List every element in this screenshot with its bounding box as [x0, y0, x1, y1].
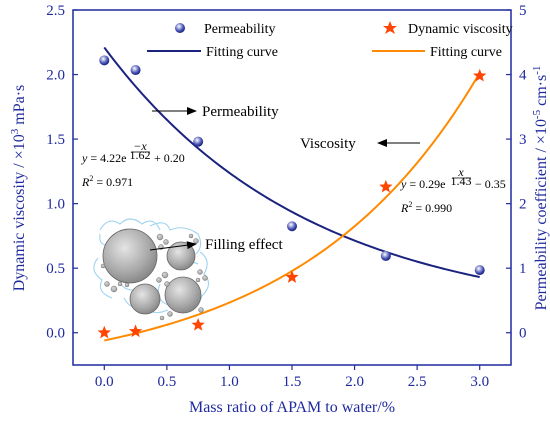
- x-tick-label: 3.0: [470, 374, 489, 390]
- permeability-point: [380, 250, 391, 261]
- y-left-tick-label: 0.0: [46, 326, 65, 342]
- y-right-tick-label: 3: [519, 132, 527, 148]
- permeability-annotation-label: Permeability: [202, 104, 279, 120]
- y-right-tick-label: 2: [519, 197, 527, 213]
- y-left-tick-label: 2.0: [46, 68, 65, 84]
- viscosity-point: [473, 68, 487, 82]
- permeability-point: [193, 136, 204, 147]
- medium-particle-2: [164, 276, 202, 314]
- x-tick-label: 1.5: [283, 374, 302, 390]
- filling-effect-label: Filling effect: [205, 237, 283, 253]
- y-right-tick-label: 4: [519, 68, 527, 84]
- permeability-point: [130, 65, 141, 76]
- viscosity-equation: y = 0.29e x 1.43 − 0.35 R2 = 0.990: [400, 165, 506, 215]
- y-left-tick-label: 1.5: [46, 132, 65, 148]
- legend-viscosity-marker: [383, 21, 397, 34]
- legend-viscosity-fit-label: Fitting curve: [430, 45, 502, 60]
- y-left-tick-label: 0.5: [46, 261, 65, 277]
- y-right-tick-label: 1: [519, 261, 527, 277]
- data-points: [97, 55, 487, 339]
- permeability-equation: y = 4.22e −x 1.62 + 0.20 R2 = 0.971: [81, 139, 185, 189]
- viscosity-equation-tail: − 0.35: [475, 177, 506, 191]
- medium-particle-3: [129, 283, 161, 315]
- y-left-axis-title: Dynamic viscosity / ×103 mPa·s: [9, 85, 28, 292]
- permeability-exponent-denominator: 1.62: [130, 148, 151, 162]
- x-tick-label: 1.0: [220, 374, 239, 390]
- viscosity-point: [97, 325, 111, 339]
- legend-permeability-marker: [175, 23, 185, 33]
- x-tick-label: 2.5: [408, 374, 427, 390]
- legend-viscosity-label: Dynamic viscosity: [408, 22, 513, 37]
- permeability-equation-main: y = 4.22e: [81, 151, 126, 165]
- viscosity-exponent-denominator: 1.43: [451, 174, 472, 188]
- large-particle: [102, 228, 158, 284]
- axes-ticks: 0.0 0.5 1.0 1.5 2.0 2.5 3.0 0.0 0.5 1.0 1.5 2.0 2.5 0…: [46, 3, 527, 390]
- permeability-equation-tail: + 0.20: [154, 151, 185, 165]
- filling-effect-arrow: [149, 241, 197, 251]
- viscosity-point: [128, 324, 143, 338]
- permeability-r2: R2 = 0.971: [81, 174, 133, 189]
- fine-particles: [100, 233, 208, 321]
- permeability-exponent-numerator: −x: [133, 139, 147, 153]
- permeability-point: [474, 265, 485, 276]
- viscosity-annotation-label: Viscosity: [300, 136, 356, 152]
- viscosity-point: [379, 179, 393, 193]
- x-tick-label: 0.5: [157, 374, 176, 390]
- filling-effect-illustration: [93, 218, 210, 321]
- permeability-point: [99, 55, 110, 66]
- viscosity-equation-main: y = 0.29e: [400, 177, 445, 191]
- x-axis-title: Mass ratio of APAM to water/%: [189, 399, 395, 416]
- legend-permeability-label: Permeability: [204, 22, 276, 37]
- y-left-tick-label: 2.5: [46, 3, 65, 19]
- y-right-tick-label: 5: [519, 3, 527, 19]
- permeability-point: [287, 221, 297, 232]
- legend: Permeability Dynamic viscosity Fitting c…: [147, 21, 513, 60]
- x-tick-label: 2.0: [345, 374, 364, 390]
- legend-permeability-fit-label: Fitting curve: [206, 45, 278, 60]
- y-right-tick-label: 0: [519, 326, 527, 342]
- viscosity-point: [285, 270, 299, 283]
- viscosity-r2: R2 = 0.990: [400, 200, 452, 215]
- y-left-tick-label: 1.0: [46, 197, 65, 213]
- y-right-axis-title: Permeability coefficient / ×10-5 cm·s-1: [531, 66, 550, 311]
- x-tick-label: 0.0: [95, 374, 114, 390]
- permeability-fit-curve: [103, 46, 480, 279]
- viscosity-point: [191, 317, 205, 331]
- viscosity-exponent-numerator: x: [457, 165, 464, 179]
